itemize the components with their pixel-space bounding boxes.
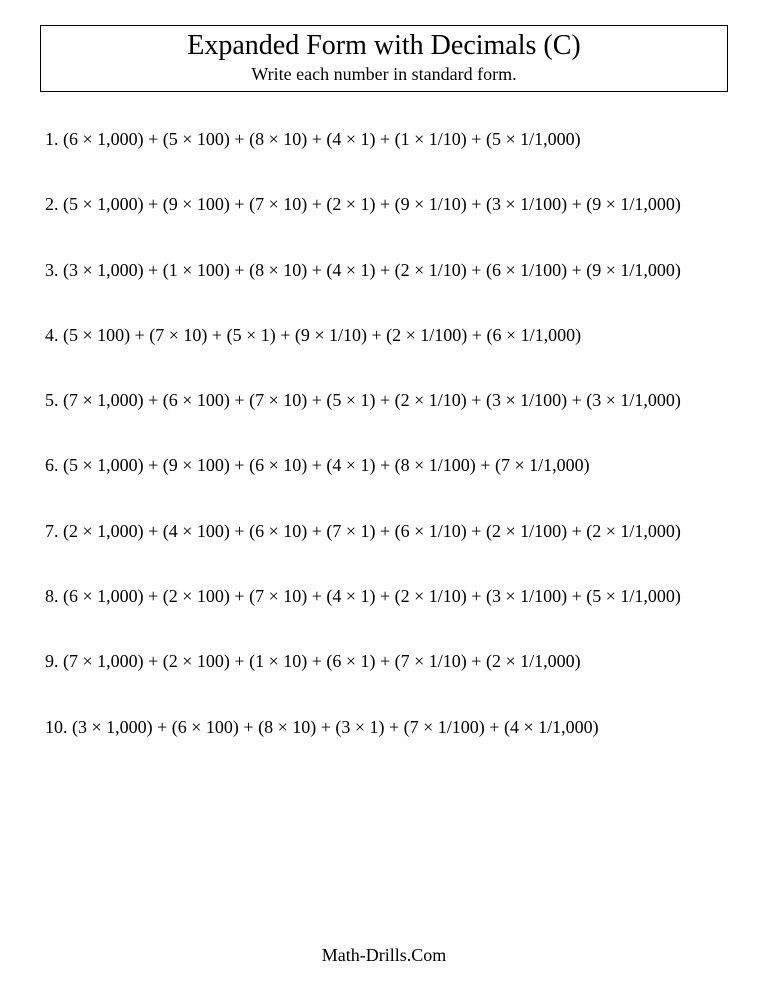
problem-item: 1. (6 × 1,000) + (5 × 100) + (8 × 10) + …: [45, 127, 723, 151]
problem-item: 9. (7 × 1,000) + (2 × 100) + (1 × 10) + …: [45, 649, 723, 673]
problems-list: 1. (6 × 1,000) + (5 × 100) + (8 × 10) + …: [40, 127, 728, 739]
problem-item: 6. (5 × 1,000) + (9 × 100) + (6 × 10) + …: [45, 453, 723, 477]
worksheet-title: Expanded Form with Decimals (C): [41, 30, 727, 62]
problem-item: 8. (6 × 1,000) + (2 × 100) + (7 × 10) + …: [45, 584, 723, 608]
problem-item: 5. (7 × 1,000) + (6 × 100) + (7 × 10) + …: [45, 388, 723, 412]
problem-item: 2. (5 × 1,000) + (9 × 100) + (7 × 10) + …: [45, 192, 723, 216]
problem-item: 7. (2 × 1,000) + (4 × 100) + (6 × 10) + …: [45, 519, 723, 543]
worksheet-subtitle: Write each number in standard form.: [41, 64, 727, 85]
problem-item: 10. (3 × 1,000) + (6 × 100) + (8 × 10) +…: [45, 715, 723, 739]
footer-attribution: Math-Drills.Com: [0, 945, 768, 966]
problem-item: 3. (3 × 1,000) + (1 × 100) + (8 × 10) + …: [45, 258, 723, 282]
problem-item: 4. (5 × 100) + (7 × 10) + (5 × 1) + (9 ×…: [45, 323, 723, 347]
title-container: Expanded Form with Decimals (C) Write ea…: [40, 25, 728, 92]
